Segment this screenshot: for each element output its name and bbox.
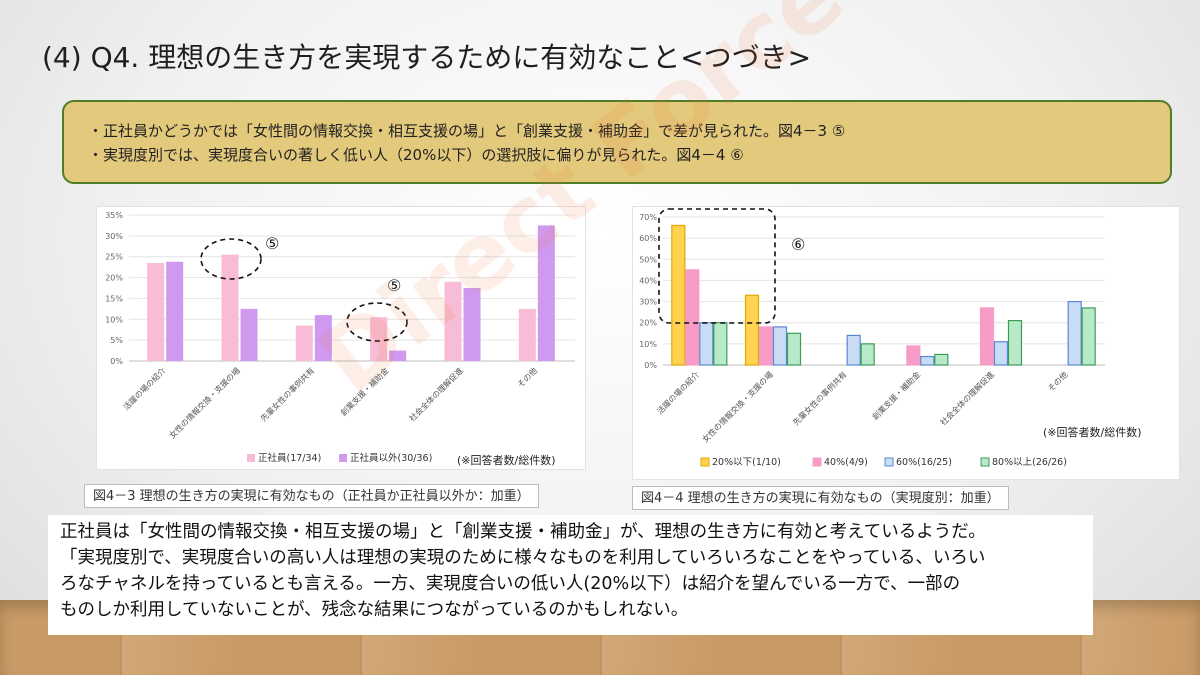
conclusion-line-1: 正社員は「女性間の情報交換・相互支援の場」と「創業支援・補助金」が、理想の生き方… (60, 522, 986, 542)
bar-2 (463, 288, 481, 361)
y-tick-label: 25% (105, 253, 123, 262)
x-category-label: その他 (1046, 369, 1070, 393)
y-tick-label: 35% (105, 211, 123, 220)
bar-4 (860, 343, 875, 366)
bar-3 (920, 355, 935, 366)
y-tick-label: 50% (639, 255, 657, 264)
bar-1 (295, 325, 313, 361)
legend-label-4: 80%以上(26/26) (992, 457, 1067, 468)
conclusion-line-4: ものしか利用していないことが、残念な結果につながっているのかもしれない。 (60, 600, 689, 620)
summary-line-2: ・実現度別では、実現度合いの著しく低い人（20%以下）の選択肢に偏りが見られた。… (88, 146, 744, 164)
annotation-marker: ⑥ (791, 235, 805, 254)
bar-2 (537, 225, 555, 361)
bar-4 (713, 322, 728, 366)
y-tick-label: 5% (110, 336, 123, 345)
conclusion-line-3: ろなチャネルを持っているとも言える。一方、実現度合いの低い人(20%以下）は紹介… (60, 574, 961, 594)
y-tick-label: 30% (639, 298, 657, 307)
legend-swatch-2 (339, 454, 347, 462)
y-tick-label: 40% (639, 276, 657, 285)
x-category-label: 社会全体の理解促進 (938, 369, 996, 427)
x-category-label: 創業支援・補助金 (338, 365, 390, 417)
x-category-label: その他 (515, 365, 539, 389)
bar-3 (993, 341, 1009, 366)
conclusion-line-2: 「実現度別で、実現度合いの高い人は理想の実現のために様々なものを利用していろいろ… (60, 548, 986, 568)
highlight-circle-2 (346, 302, 408, 342)
y-tick-label: 20% (105, 274, 123, 283)
bar-1 (518, 308, 536, 361)
bar-2 (389, 350, 407, 361)
legend-label-1: 正社員(17/34) (258, 452, 321, 464)
summary-line-1: ・正社員かどうかでは「女性間の情報交換・相互支援の場」と「創業支援・補助金」で差… (88, 122, 846, 140)
bar-3 (846, 334, 861, 366)
caption-fig4-3: 図4－3 理想の生き方の実現に有効なもの（正社員か正社員以外か：加重） (84, 484, 539, 508)
x-category-label: 女性の情報交換・支援の場 (167, 365, 242, 440)
chart-fig4-4: 0% 10% 20% 30% 40% 50% 60% 70% 活躍の場の紹介 女性の情報交換・支援… (632, 206, 1180, 480)
x-category-label: 先輩女性の事例共有 (258, 365, 316, 423)
bar-1 (370, 317, 388, 361)
y-tick-label: 60% (639, 234, 657, 243)
y-tick-label: 30% (105, 232, 123, 241)
conclusion-text: 正社員は「女性間の情報交換・相互支援の場」と「創業支援・補助金」が、理想の生き方… (48, 515, 1093, 635)
legend-label-2: 正社員以外(30/36) (350, 452, 432, 464)
summary-box: ・正社員かどうかでは「女性間の情報交換・相互支援の場」と「創業支援・補助金」で差… (62, 100, 1172, 184)
bar-2 (758, 326, 774, 366)
bar-1 (221, 254, 239, 361)
bar-4 (934, 353, 949, 366)
x-category-label: 創業支援・補助金 (870, 369, 922, 421)
x-category-label: 活躍の場の紹介 (655, 369, 702, 416)
legend-swatch-1 (247, 454, 255, 462)
caption-fig4-4: 図4－4 理想の生き方の実現に有効なもの（実現度別：加重） (632, 486, 1009, 510)
highlight-box (658, 208, 776, 324)
bar-1 (744, 294, 760, 366)
highlight-circle-1 (200, 238, 262, 280)
annotation-marker-2: ⑤ (387, 276, 401, 295)
legend-swatch-2 (812, 457, 822, 467)
chart-fig4-3: 0% 5% 10% 15% 20% 25% 30% 35% 活躍の場の紹介 女性の情報交換・支援の… (96, 206, 586, 470)
bar-4 (1081, 307, 1096, 366)
y-tick-label: 10% (639, 340, 657, 349)
legend-swatch-4 (980, 457, 990, 467)
legend-label-3: 60%(16/25) (896, 457, 952, 468)
x-category-label: 活躍の場の紹介 (121, 365, 168, 412)
bar-3 (699, 322, 714, 366)
bar-1 (147, 262, 165, 361)
chart-fig4-4-svg: 0% 10% 20% 30% 40% 50% 60% 70% 活躍の場の紹介 女性の情報交換・支援… (639, 208, 1142, 468)
legend-swatch-3 (884, 457, 894, 467)
y-tick-label: 0% (110, 357, 123, 366)
bar-3 (772, 326, 788, 366)
bar-2 (240, 308, 258, 361)
respondent-note: (※回答者数/総件数) (457, 453, 556, 467)
x-category-label: 社会全体の理解促進 (407, 365, 465, 423)
slide-title: (4) Q4. 理想の生き方を実現するために有効なこと<つづき> (42, 41, 812, 74)
bar-3 (1067, 300, 1082, 366)
bar-2 (906, 345, 921, 366)
y-tick-label: 15% (105, 294, 123, 303)
y-tick-label: 10% (105, 315, 123, 324)
bar-2 (979, 307, 995, 366)
x-category-label: 女性の情報交換・支援の場 (700, 369, 775, 444)
bar-2 (685, 269, 700, 366)
bar-2 (166, 261, 184, 361)
legend-label-1: 20%以下(1/10) (712, 457, 781, 468)
y-tick-label: 20% (639, 319, 657, 328)
legend-swatch-1 (700, 457, 710, 467)
bar-1 (444, 281, 462, 361)
bar-4 (786, 332, 802, 366)
legend-label-2: 40%(4/9) (824, 457, 868, 468)
respondent-note: (※回答者数/総件数) (1043, 425, 1142, 439)
bar-1 (671, 224, 686, 366)
bar-2 (314, 315, 332, 361)
bar-4 (1007, 319, 1023, 366)
x-category-label: 先輩女性の事例共有 (791, 369, 849, 427)
y-tick-label: 0% (644, 361, 657, 370)
chart-fig4-3-svg: 0% 5% 10% 15% 20% 25% 30% 35% 活躍の場の紹介 女性の情報交換・支援の… (105, 211, 575, 467)
y-tick-label: 70% (639, 213, 657, 222)
annotation-marker-1: ⑤ (265, 234, 279, 253)
